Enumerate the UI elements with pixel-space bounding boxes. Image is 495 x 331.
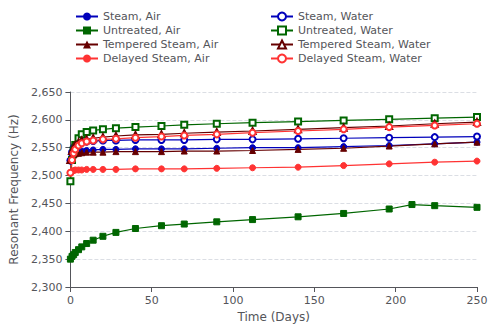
svg-text:2,600: 2,600 [31,113,63,126]
svg-text:Tempered Steam, Water: Tempered Steam, Water [297,38,431,51]
svg-text:Steam, Water: Steam, Water [298,10,374,23]
svg-text:Delayed Steam, Air: Delayed Steam, Air [103,52,210,65]
svg-text:200: 200 [385,294,406,307]
svg-text:100: 100 [223,294,244,307]
svg-text:Untreated, Water: Untreated, Water [298,24,393,37]
svg-text:Tempered Steam, Air: Tempered Steam, Air [102,38,219,51]
svg-text:2,450: 2,450 [31,197,63,210]
svg-text:Time (Days): Time (Days) [236,310,310,324]
svg-text:250: 250 [467,294,488,307]
svg-text:2,300: 2,300 [31,281,63,294]
svg-text:0: 0 [67,294,74,307]
svg-text:Delayed Steam, Water: Delayed Steam, Water [298,52,422,65]
svg-text:2,350: 2,350 [31,253,63,266]
svg-text:Untreated, Air: Untreated, Air [103,24,181,37]
svg-text:2,650: 2,650 [31,86,63,99]
svg-text:Steam, Air: Steam, Air [103,10,161,23]
svg-text:2,550: 2,550 [31,141,63,154]
svg-text:2,400: 2,400 [31,225,63,238]
svg-text:Resonant Frequency (Hz): Resonant Frequency (Hz) [7,114,21,264]
svg-text:50: 50 [145,294,159,307]
svg-text:150: 150 [304,294,325,307]
svg-text:2,500: 2,500 [31,169,63,182]
